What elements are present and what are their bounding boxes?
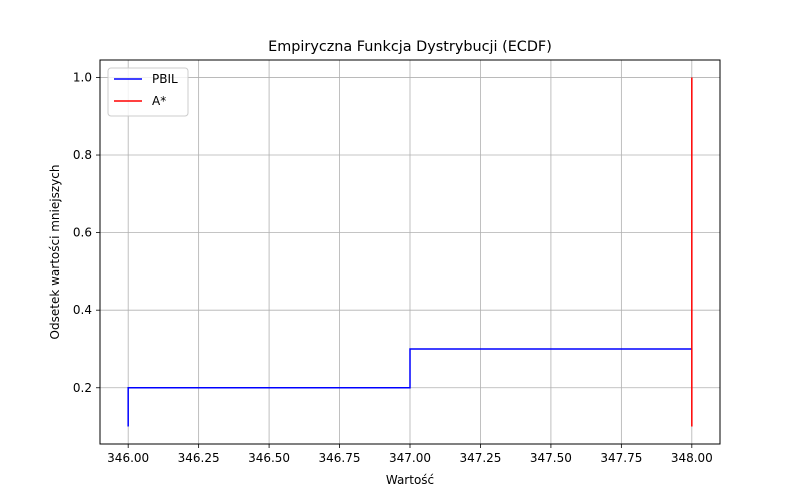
x-tick-label: 348.00 xyxy=(671,451,713,465)
legend-box xyxy=(107,67,189,117)
legend-label: A* xyxy=(152,94,166,108)
x-tick-label: 346.25 xyxy=(178,451,220,465)
x-axis-label: Wartość xyxy=(386,473,434,487)
x-tick-label: 347.50 xyxy=(530,451,572,465)
x-axis-ticks: 346.00 346.25 346.50 346.75 347.00 347.25 347.… xyxy=(107,444,713,465)
y-tick-label: 0.6 xyxy=(73,226,92,240)
series-line-pbil xyxy=(127,348,692,427)
x-tick-label: 346.75 xyxy=(319,451,361,465)
series-lines xyxy=(127,77,693,427)
x-tick-label: 346.50 xyxy=(248,451,290,465)
y-axis-label: Odsetek wartości mniejszych xyxy=(48,165,62,340)
legend: PBIL A* xyxy=(107,67,189,117)
legend-label: PBIL xyxy=(152,72,178,86)
chart-title: Empiryczna Funkcja Dystrybucji (ECDF) xyxy=(268,39,552,55)
y-axis-ticks: 0.2 0.4 0.6 0.8 1.0 xyxy=(73,70,100,395)
x-tick-label: 347.00 xyxy=(389,451,431,465)
y-tick-label: 0.4 xyxy=(73,303,92,317)
x-tick-label: 347.25 xyxy=(459,451,501,465)
y-tick-label: 0.2 xyxy=(73,381,92,395)
x-tick-label: 347.75 xyxy=(600,451,642,465)
x-tick-label: 346.00 xyxy=(107,451,149,465)
y-tick-label: 0.8 xyxy=(73,148,92,162)
y-tick-label: 1.0 xyxy=(73,70,92,84)
